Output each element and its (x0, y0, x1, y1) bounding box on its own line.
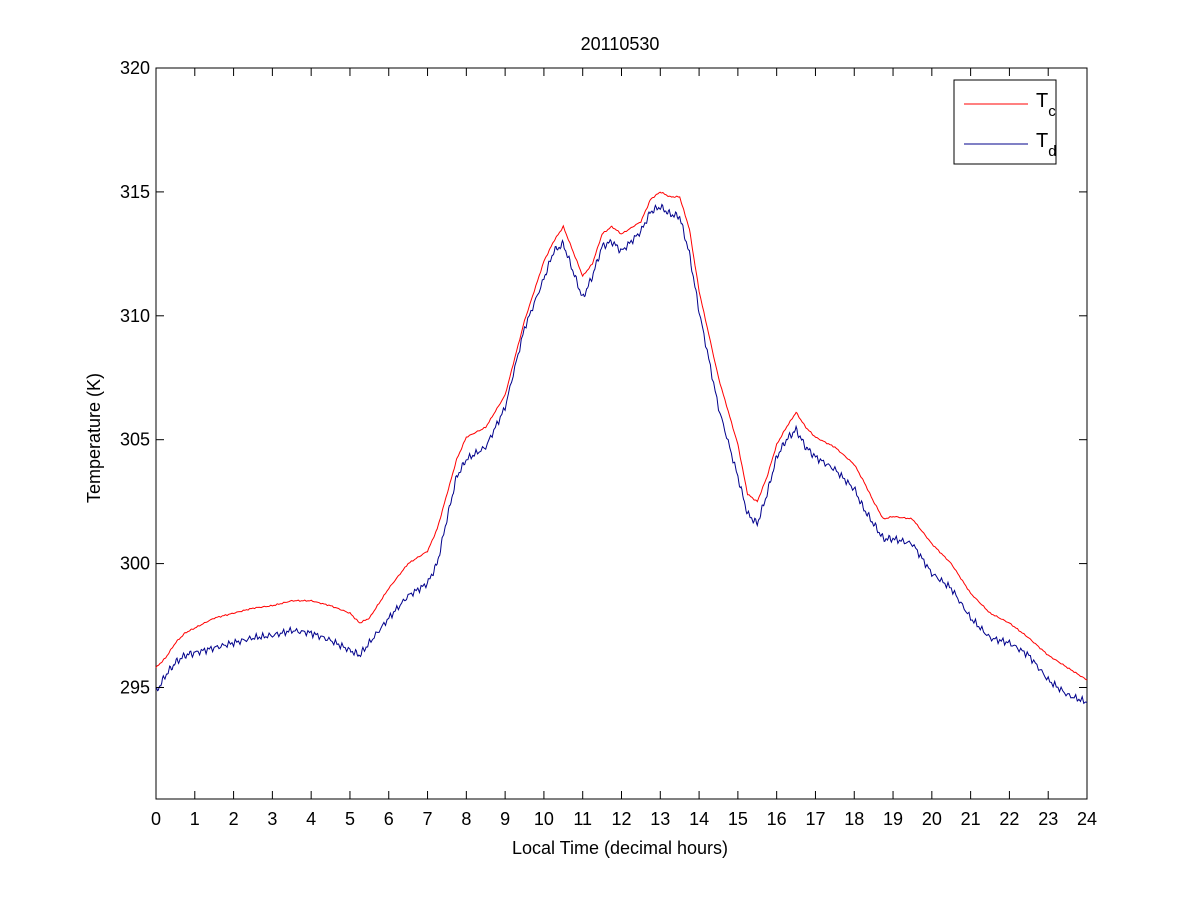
plot-area: 0 1 2 3 4 5 6 7 8 9 10 11 12 13 14 15 16 17 18 19 20 21 22 23 24… (120, 58, 1097, 829)
x-tick-label: 23 (1038, 809, 1058, 829)
x-axis-label: Local Time (decimal hours) (512, 838, 728, 858)
y-tick-label: 300 (120, 554, 150, 574)
x-tick-label: 15 (728, 809, 748, 829)
y-tick-label: 305 (120, 430, 150, 450)
x-tick-label: 18 (844, 809, 864, 829)
legend-label-subscript: d (1048, 143, 1056, 160)
x-tick-label: 21 (961, 809, 981, 829)
y-tick-label: 315 (120, 182, 150, 202)
series-line-tc (155, 191, 1088, 681)
x-tick-label: 12 (611, 809, 631, 829)
x-tick-label: 13 (650, 809, 670, 829)
x-tick-label: 6 (384, 809, 394, 829)
x-tick-label: 4 (306, 809, 316, 829)
x-tick-label: 8 (461, 809, 471, 829)
legend-label-subscript: c (1048, 103, 1056, 120)
x-tick-label: 19 (883, 809, 903, 829)
x-tick-label: 22 (999, 809, 1019, 829)
y-tick-label: 310 (120, 306, 150, 326)
x-tick-label: 3 (267, 809, 277, 829)
x-tick-label: 11 (573, 809, 592, 829)
x-tick-label: 2 (229, 809, 239, 829)
y-axis-label: Temperature (K) (84, 373, 104, 503)
x-tick-label: 7 (423, 809, 433, 829)
x-tick-label: 1 (190, 809, 200, 829)
series-line-td (155, 203, 1088, 705)
y-tick-label: 320 (120, 58, 150, 78)
x-tick-label: 5 (345, 809, 355, 829)
x-tick-label: 0 (151, 809, 161, 829)
x-tick-label: 17 (805, 809, 825, 829)
x-tick-label: 24 (1077, 809, 1097, 829)
x-tick-label: 10 (534, 809, 554, 829)
x-tick-label: 20 (922, 809, 942, 829)
y-tick-label: 295 (120, 677, 150, 697)
chart-title: 20110530 (581, 34, 660, 54)
x-tick-label: 9 (500, 809, 510, 829)
x-tick-label: 14 (689, 809, 709, 829)
legend-box (953, 79, 1057, 165)
x-tick-label: 16 (767, 809, 787, 829)
